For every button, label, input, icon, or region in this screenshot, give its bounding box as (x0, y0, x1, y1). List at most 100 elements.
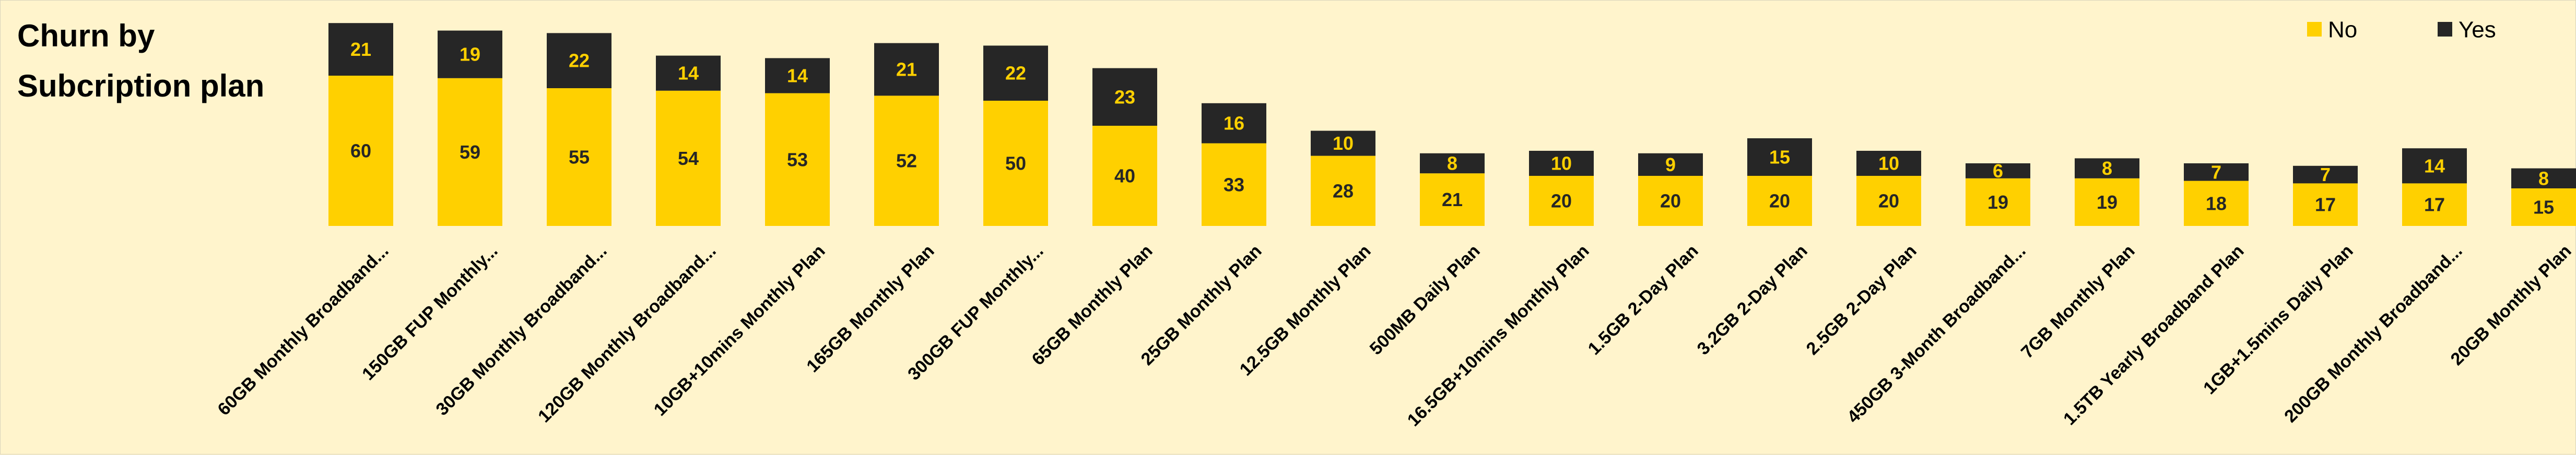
data-label-no: 54 (678, 148, 699, 169)
data-label-no: 20 (1769, 190, 1790, 212)
bar-yes (547, 33, 611, 88)
bar-yes (1856, 151, 1921, 176)
bar-group: 19 8 7GB Monthly Plan (2017, 158, 2139, 362)
data-label-yes: 14 (678, 63, 699, 84)
bar-yes (1092, 68, 1157, 126)
data-label-no: 60 (350, 140, 371, 162)
bar-yes (2293, 165, 2358, 184)
data-label-no: 21 (1442, 189, 1463, 210)
bar-no (2293, 183, 2358, 226)
bar-group: 20 10 2.5GB 2-Day Plan (1803, 151, 1921, 359)
bar-yes (1529, 151, 1594, 176)
legend-label: Yes (2459, 17, 2496, 43)
data-label-yes: 7 (2211, 161, 2221, 183)
bar-no (656, 90, 721, 226)
data-label-yes: 22 (1005, 63, 1026, 84)
bar-no (1856, 176, 1921, 226)
data-label-no: 19 (2097, 191, 2118, 213)
bar-no (1420, 173, 1485, 226)
bar-yes (438, 30, 502, 78)
bar-yes (2511, 168, 2576, 188)
legend-swatch (2438, 22, 2452, 37)
bar-no (983, 101, 1048, 226)
bar-no (1311, 155, 1375, 226)
bar-yes (328, 23, 393, 76)
bar-no (1202, 143, 1266, 226)
data-label-yes: 22 (569, 50, 590, 71)
x-tick-label: 2.5GB 2-Day Plan (1803, 241, 1921, 359)
data-label-no: 18 (2206, 193, 2227, 214)
bar-group: 20 9 1.5GB 2-Day Plan (1584, 153, 1703, 359)
bar-yes (874, 43, 939, 96)
bar-no (2402, 183, 2467, 226)
data-label-yes: 10 (1878, 153, 1899, 174)
x-tick-label: 1.5TB Yearly Broadband Plan (2060, 241, 2248, 429)
bar-no (1529, 176, 1594, 226)
bar-yes (983, 45, 1048, 101)
bar-group: 20 15 3.2GB 2-Day Plan (1693, 138, 1812, 359)
bar-no (2511, 188, 2576, 226)
data-label-yes: 16 (1224, 113, 1244, 134)
bar-no (874, 95, 939, 226)
data-label-yes: 7 (2320, 164, 2331, 185)
x-tick-label: 1.5GB 2-Day Plan (1584, 241, 1702, 359)
chart-title: Churn by Subcription plan (17, 18, 265, 103)
bar-yes (2402, 148, 2467, 184)
data-label-no: 28 (1333, 180, 1354, 201)
data-label-no: 55 (569, 147, 590, 168)
x-tick-label: 16.5GB+10mins Monthly Plan (1404, 241, 1593, 430)
bar-no (2184, 181, 2249, 226)
x-tick-label: 120GB Monthly Broadband... (534, 241, 720, 426)
data-label-no: 53 (787, 149, 808, 170)
bar-yes (2184, 163, 2249, 181)
x-tick-label: 450GB 3-Month Broadband... (1843, 241, 2030, 427)
bar-yes (1202, 103, 1266, 143)
data-label-yes: 9 (1665, 154, 1676, 175)
data-label-yes: 10 (1551, 153, 1572, 174)
x-tick-label: 7GB Monthly Plan (2017, 241, 2139, 363)
bar-no (1966, 178, 2030, 226)
bar-no (547, 88, 611, 226)
bar-yes (1966, 163, 2030, 178)
data-label-yes: 10 (1333, 133, 1354, 154)
x-tick-label: 20GB Monthly Plan (2447, 241, 2575, 369)
data-label-no: 40 (1114, 165, 1135, 187)
x-tick-label: 10GB+10mins Monthly Plan (650, 241, 829, 420)
x-tick-label: 60GB Monthly Broadband... (214, 241, 393, 420)
data-label-no: 19 (1987, 191, 2008, 213)
bar-group: 60 21 60GB Monthly Broadband... (214, 23, 393, 420)
data-label-yes: 23 (1114, 86, 1135, 107)
data-label-yes: 21 (896, 59, 917, 80)
bar-yes (1747, 138, 1812, 176)
data-label-no: 52 (896, 150, 917, 172)
data-label-yes: 6 (1993, 160, 2003, 182)
bar-no (328, 76, 393, 226)
x-tick-label: 25GB Monthly Plan (1137, 241, 1266, 369)
data-label-no: 20 (1878, 190, 1899, 212)
bar-no (765, 93, 830, 226)
bar-no (438, 78, 502, 226)
legend-swatch (2307, 22, 2322, 37)
x-tick-label: 3.2GB 2-Day Plan (1693, 241, 1812, 359)
bar-group: 21 8 500MB Daily Plan (1366, 153, 1485, 359)
bar-no (2075, 178, 2139, 226)
data-label-yes: 19 (460, 44, 480, 65)
legend: No Yes (2307, 17, 2496, 43)
data-label-no: 59 (460, 141, 480, 163)
data-label-yes: 21 (350, 39, 371, 60)
bar-yes (656, 55, 721, 91)
data-label-no: 20 (1551, 190, 1572, 212)
bar-yes (1420, 153, 1485, 174)
data-label-yes: 14 (2424, 155, 2445, 176)
data-label-yes: 8 (1447, 153, 1457, 174)
legend-item: Yes (2438, 17, 2496, 43)
data-label-yes: 15 (1769, 147, 1790, 168)
bar-yes (1638, 153, 1703, 176)
legend-item: No (2307, 17, 2357, 43)
x-tick-label: 500MB Daily Plan (1366, 241, 1484, 359)
data-label-no: 33 (1224, 174, 1244, 195)
bar-yes (765, 58, 830, 93)
bar-yes (1311, 130, 1375, 156)
